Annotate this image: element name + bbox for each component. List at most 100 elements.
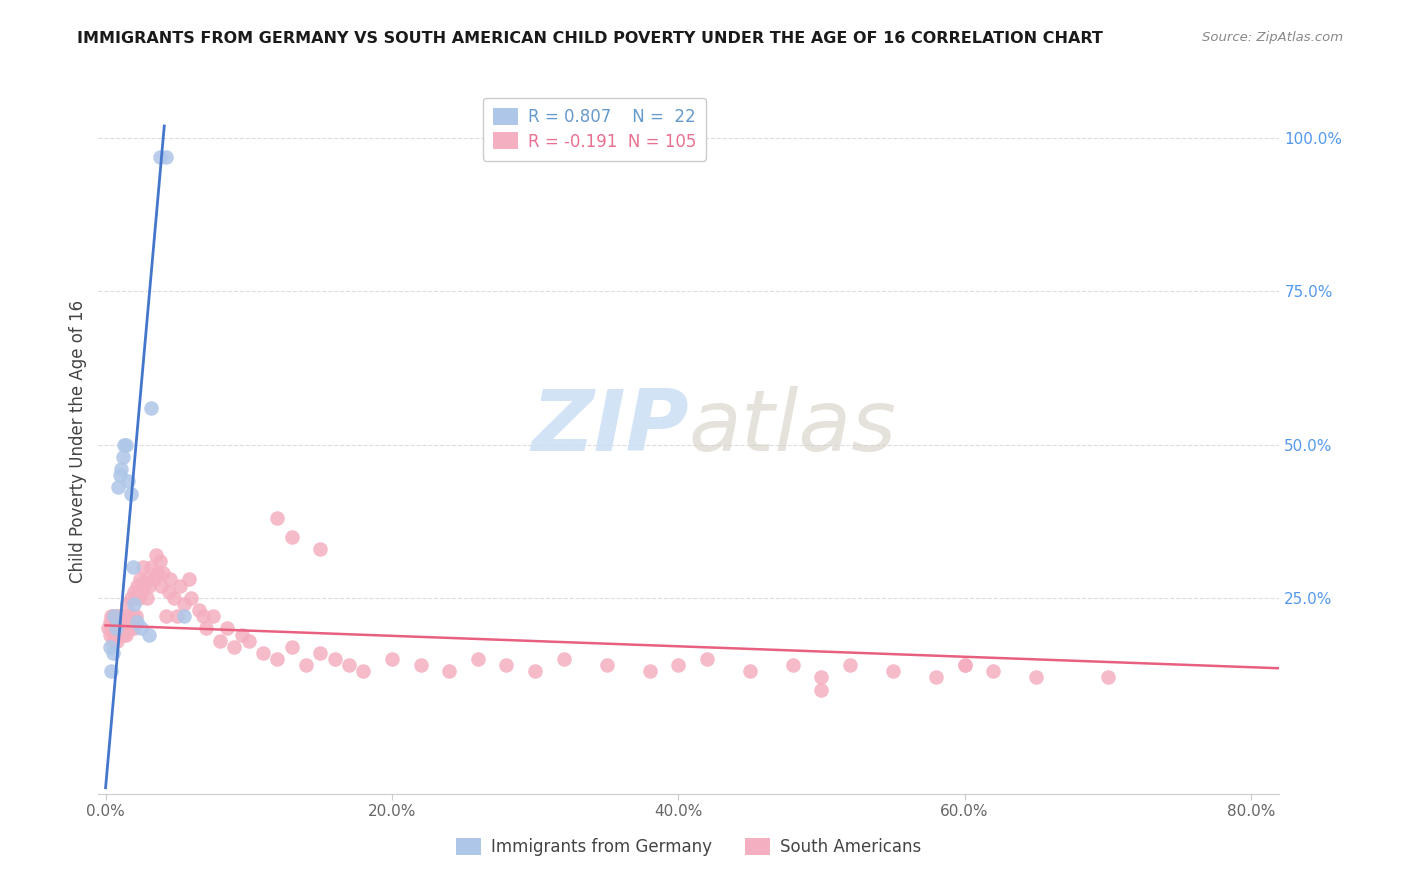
- Point: [323, 652, 346, 666]
- Point: [173, 609, 195, 624]
- Point: [295, 658, 318, 673]
- Point: [217, 622, 239, 636]
- Point: [121, 609, 143, 624]
- Point: [467, 652, 489, 666]
- Point: [122, 622, 145, 636]
- Point: [114, 627, 136, 641]
- Text: Source: ZipAtlas.com: Source: ZipAtlas.com: [1202, 31, 1343, 45]
- Point: [169, 578, 191, 592]
- Point: [108, 468, 131, 483]
- Point: [666, 658, 689, 673]
- Point: [98, 615, 121, 630]
- Point: [132, 560, 155, 574]
- Point: [114, 437, 136, 451]
- Point: [98, 640, 121, 654]
- Point: [1097, 670, 1119, 684]
- Point: [252, 646, 274, 660]
- Point: [166, 609, 188, 624]
- Point: [134, 578, 156, 592]
- Point: [138, 627, 160, 641]
- Point: [117, 622, 139, 636]
- Point: [108, 615, 131, 630]
- Point: [882, 665, 904, 679]
- Point: [107, 481, 129, 495]
- Point: [696, 652, 718, 666]
- Point: [925, 670, 948, 684]
- Point: [122, 597, 145, 611]
- Point: [97, 622, 120, 636]
- Point: [231, 627, 253, 641]
- Point: [173, 597, 195, 611]
- Point: [309, 541, 332, 556]
- Point: [595, 658, 617, 673]
- Point: [524, 665, 547, 679]
- Point: [101, 646, 124, 660]
- Point: [108, 627, 131, 641]
- Point: [163, 591, 186, 605]
- Point: [104, 622, 127, 636]
- Point: [810, 670, 832, 684]
- Point: [177, 573, 200, 587]
- Point: [112, 437, 135, 451]
- Point: [110, 609, 132, 624]
- Point: [121, 560, 143, 574]
- Point: [101, 633, 124, 648]
- Point: [100, 622, 122, 636]
- Point: [120, 622, 142, 636]
- Point: [118, 609, 141, 624]
- Point: [135, 573, 157, 587]
- Point: [266, 652, 288, 666]
- Point: [104, 627, 127, 641]
- Point: [143, 573, 166, 587]
- Point: [981, 665, 1004, 679]
- Point: [157, 584, 180, 599]
- Text: IMMIGRANTS FROM GERMANY VS SOUTH AMERICAN CHILD POVERTY UNDER THE AGE OF 16 CORR: IMMIGRANTS FROM GERMANY VS SOUTH AMERICA…: [77, 31, 1104, 46]
- Point: [120, 591, 142, 605]
- Point: [437, 665, 460, 679]
- Point: [159, 573, 181, 587]
- Point: [105, 615, 128, 630]
- Point: [124, 609, 146, 624]
- Point: [103, 609, 125, 624]
- Point: [266, 511, 288, 525]
- Y-axis label: Child Poverty Under the Age of 16: Child Poverty Under the Age of 16: [69, 300, 87, 583]
- Legend: Immigrants from Germany, South Americans: Immigrants from Germany, South Americans: [450, 831, 928, 863]
- Point: [155, 150, 177, 164]
- Point: [111, 615, 134, 630]
- Point: [100, 609, 122, 624]
- Point: [191, 609, 214, 624]
- Point: [152, 566, 174, 581]
- Point: [352, 665, 374, 679]
- Point: [149, 554, 172, 568]
- Point: [409, 658, 432, 673]
- Point: [782, 658, 804, 673]
- Point: [107, 609, 129, 624]
- Text: atlas: atlas: [689, 386, 897, 469]
- Point: [120, 486, 142, 500]
- Point: [309, 646, 332, 660]
- Point: [145, 548, 167, 562]
- Point: [104, 609, 127, 624]
- Point: [115, 597, 138, 611]
- Point: [209, 633, 232, 648]
- Point: [128, 591, 150, 605]
- Point: [495, 658, 517, 673]
- Point: [107, 622, 129, 636]
- Point: [638, 665, 661, 679]
- Point: [953, 658, 976, 673]
- Point: [122, 584, 145, 599]
- Point: [131, 622, 153, 636]
- Point: [100, 665, 122, 679]
- Point: [155, 609, 177, 624]
- Point: [112, 622, 135, 636]
- Point: [146, 566, 169, 581]
- Point: [194, 622, 217, 636]
- Point: [141, 401, 163, 415]
- Point: [117, 475, 139, 489]
- Point: [280, 529, 302, 543]
- Point: [103, 615, 125, 630]
- Point: [337, 658, 360, 673]
- Point: [953, 658, 976, 673]
- Point: [101, 622, 124, 636]
- Point: [110, 462, 132, 476]
